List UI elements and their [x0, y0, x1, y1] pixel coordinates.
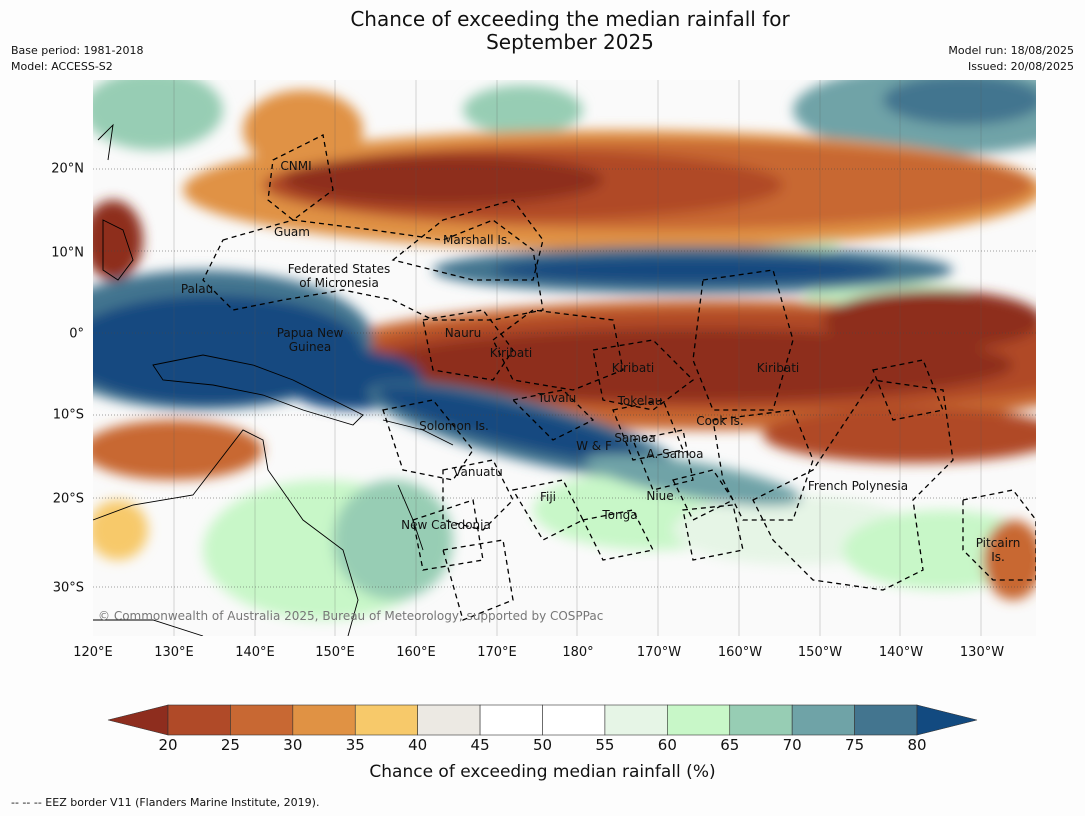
colorbar-extend-low — [107, 704, 169, 736]
place-label: Palau — [181, 282, 213, 296]
map-title: Chance of exceeding the median rainfall … — [0, 8, 1085, 54]
place-labels: CNMI Guam Marshall Is. Federated States … — [181, 159, 1020, 564]
colorbar-cell — [167, 704, 231, 736]
rainfall-field — [93, 80, 1036, 620]
lat-tick: 10°N — [51, 245, 84, 261]
place-label: of Micronesia — [299, 276, 379, 290]
title-line-2: September 2025 — [486, 30, 654, 54]
lon-tick: 180° — [562, 645, 594, 660]
colorbar-cell — [417, 704, 481, 736]
lon-tick: 170°E — [477, 645, 517, 660]
place-label: French Polynesia — [808, 479, 908, 493]
colorbar-extend-high — [916, 704, 978, 736]
colorbar-cell — [542, 704, 606, 736]
place-label: Fiji — [540, 490, 556, 504]
lat-tick: 20°S — [52, 491, 84, 507]
colorbar-cell — [354, 704, 418, 736]
graticule — [93, 168, 1036, 588]
lon-tick: 150°E — [315, 645, 355, 660]
issued-date: Issued: 20/08/2025 — [967, 60, 1074, 73]
lat-tick: 20°N — [51, 161, 84, 177]
rainfall-map: CNMI Guam Marshall Is. Federated States … — [93, 80, 1036, 636]
lon-tick: 160°E — [396, 645, 436, 660]
place-label: W & F — [576, 439, 612, 453]
place-label: Cook Is. — [696, 414, 743, 428]
title-line-1: Chance of exceeding the median rainfall … — [350, 7, 790, 31]
colorbar-label: Chance of exceeding median rainfall (%) — [369, 762, 716, 782]
colorbar-cell — [791, 704, 855, 736]
copyright-notice: © Commonwealth of Australia 2025, Bureau… — [98, 609, 604, 623]
place-label: Guinea — [289, 340, 332, 354]
colorbar-tick: 60 — [657, 736, 677, 754]
lat-tick: 10°S — [52, 407, 84, 423]
lon-tick: 140°E — [235, 645, 275, 660]
place-label: Is. — [991, 550, 1005, 564]
colorbar-cell — [604, 704, 668, 736]
place-label: Kiribati — [490, 346, 532, 360]
lat-tick: 0° — [69, 326, 84, 342]
lon-tick: 150°W — [797, 645, 843, 660]
place-label: Tokelau — [617, 394, 663, 408]
colorbar-tick: 55 — [595, 736, 615, 754]
place-label: Tuvalu — [537, 391, 577, 405]
colorbar-tick: 20 — [158, 736, 178, 754]
lat-tick: 30°S — [52, 580, 84, 596]
place-label: Federated States — [288, 262, 390, 276]
model-info: Base period: 1981-2018 Model: ACCESS-S2 — [11, 43, 143, 75]
eez-footnote: -- -- -- EEZ border V11 (Flanders Marine… — [11, 796, 320, 809]
model-name: Model: ACCESS-S2 — [11, 60, 113, 73]
colorbar — [107, 704, 978, 736]
colorbar-tick: 40 — [408, 736, 428, 754]
colorbar-tick: 45 — [470, 736, 490, 754]
place-label: Tonga — [601, 508, 637, 522]
colorbar-tick: 65 — [720, 736, 740, 754]
place-label: A. Samoa — [647, 447, 704, 461]
colorbar-tick: 25 — [220, 736, 240, 754]
run-info: Model run: 18/08/2025 Issued: 20/08/2025 — [948, 43, 1074, 75]
place-label: Niue — [646, 489, 673, 503]
colorbar-tick: 80 — [907, 736, 927, 754]
lon-tick: 130°E — [154, 645, 194, 660]
colorbar-cell — [854, 704, 918, 736]
colorbar-tick: 30 — [283, 736, 303, 754]
lon-tick: 130°W — [959, 645, 1005, 660]
lon-tick: 170°W — [636, 645, 682, 660]
place-label: Samoa — [614, 431, 655, 445]
colorbar-tick: 50 — [532, 736, 553, 754]
colorbar-cell — [729, 704, 793, 736]
lon-tick: 120°E — [73, 645, 113, 660]
place-label: Nauru — [445, 326, 481, 340]
coastlines — [93, 123, 454, 636]
colorbar-tick: 70 — [782, 736, 802, 754]
lon-tick: 160°W — [717, 645, 763, 660]
place-label: CNMI — [280, 159, 311, 173]
colorbar-tick: 35 — [345, 736, 365, 754]
colorbar-cell — [292, 704, 356, 736]
place-label: Marshall Is. — [443, 233, 511, 247]
eez-borders — [202, 134, 1036, 621]
place-label: Kiribati — [757, 361, 799, 375]
lon-tick: 140°W — [878, 645, 924, 660]
place-label: New Caledonia — [401, 518, 491, 532]
place-label: Solomon Is. — [419, 419, 489, 433]
model-run: Model run: 18/08/2025 — [948, 44, 1074, 57]
place-label: Kiribati — [612, 361, 654, 375]
place-label: Papua New — [277, 326, 344, 340]
place-label: Pitcairn — [976, 536, 1021, 550]
colorbar-tick: 75 — [845, 736, 865, 754]
place-label: Guam — [274, 225, 310, 239]
colorbar-cell — [479, 704, 543, 736]
colorbar-cell — [230, 704, 294, 736]
colorbar-cell — [667, 704, 731, 736]
place-label: Vanuatu — [453, 465, 503, 479]
base-period: Base period: 1981-2018 — [11, 44, 144, 57]
